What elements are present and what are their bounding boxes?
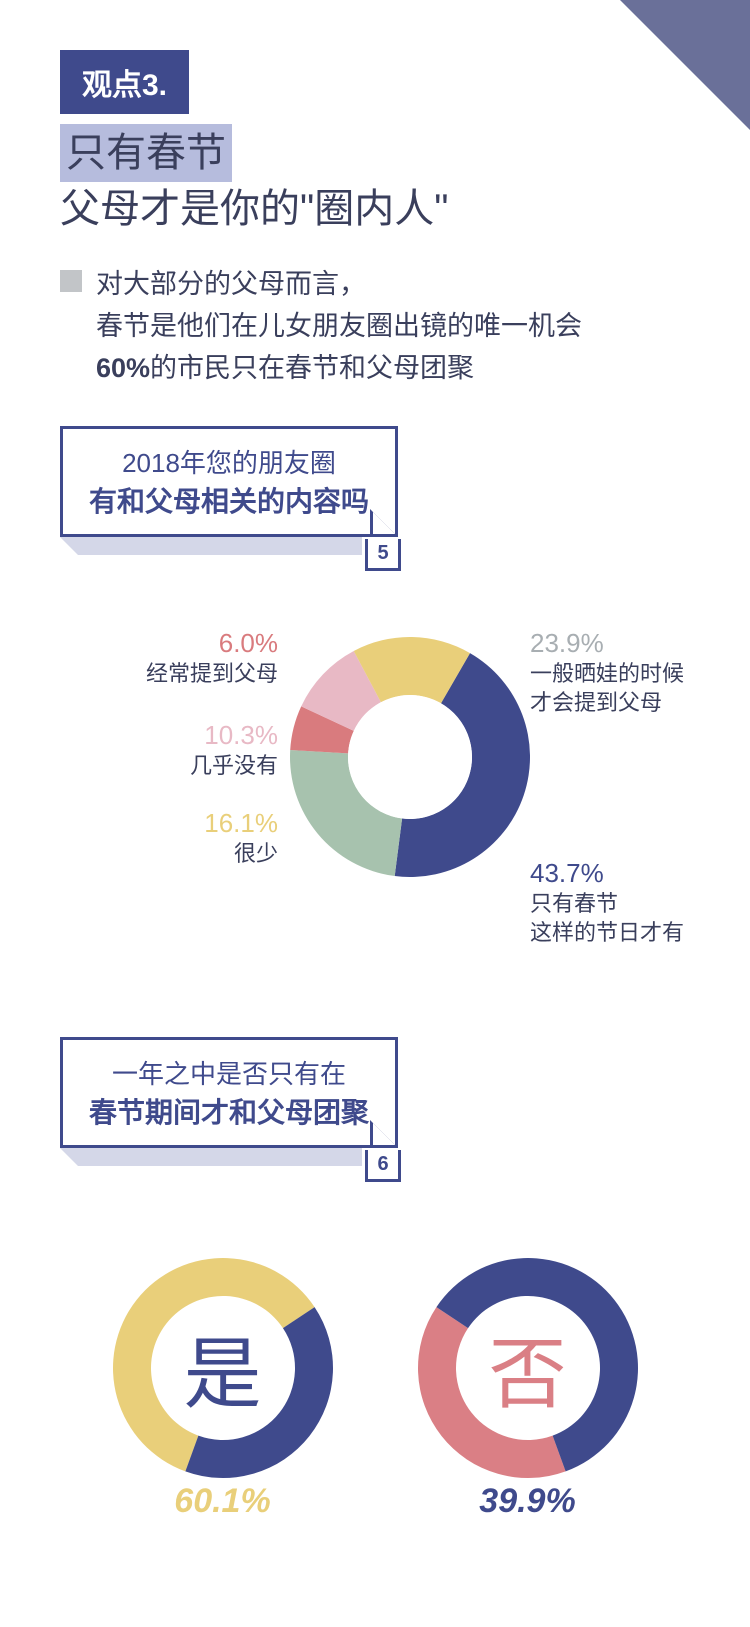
q1-line1: 2018年您的朋友圈 xyxy=(89,443,369,480)
intro-bold-pct: 60% xyxy=(96,353,150,383)
question-box-2: 一年之中是否只有在 春节期间才和父母团聚 6 xyxy=(60,1037,398,1148)
donut-yes-center: 是 xyxy=(93,1248,353,1488)
question-shadow xyxy=(60,537,362,555)
q1-number: 5 xyxy=(365,539,401,571)
q2-line1: 一年之中是否只有在 xyxy=(89,1054,369,1091)
fold-corner-icon xyxy=(370,509,398,537)
intro-line3-rest: 的市民只在春节和父母团聚 xyxy=(150,353,474,383)
donut-pair: 是 60.1% 否 39.9% xyxy=(60,1248,690,1548)
headline-line2: 父母才是你的"圈内人" xyxy=(60,182,690,236)
donut-no: 否 39.9% xyxy=(398,1248,658,1548)
question-shadow xyxy=(60,1148,362,1166)
q2-number: 6 xyxy=(365,1150,401,1182)
donut1-svg xyxy=(290,637,530,877)
donut-yes: 是 60.1% xyxy=(93,1248,353,1548)
intro-line3: 60%的市民只在春节和父母团聚 xyxy=(96,348,582,390)
intro-block: 对大部分的父母而言， 春节是他们在儿女朋友圈出镜的唯一机会 60%的市民只在春节… xyxy=(60,264,690,390)
donut1-label-often: 6.0%经常提到父母 xyxy=(108,627,278,689)
headline-line1: 只有春节 xyxy=(60,124,232,182)
donut1-label-almost_none: 10.3%几乎没有 xyxy=(138,719,278,781)
intro-bullet xyxy=(60,270,82,292)
donut-no-center: 否 xyxy=(398,1248,658,1488)
fold-corner-icon xyxy=(370,1120,398,1148)
intro-line2: 春节是他们在儿女朋友圈出镜的唯一机会 xyxy=(96,306,582,348)
intro-line1: 对大部分的父母而言， xyxy=(96,264,582,306)
donut1-label-only_festival: 43.7%只有春节这样的节日才有 xyxy=(530,857,684,948)
corner-decoration xyxy=(620,0,750,130)
question-box-1: 2018年您的朋友圈 有和父母相关的内容吗 5 xyxy=(60,426,398,537)
q2-line2: 春节期间才和父母团聚 xyxy=(89,1091,369,1131)
section-tag: 观点3. xyxy=(60,50,189,114)
donut1-label-rarely: 16.1%很少 xyxy=(158,807,278,869)
donut1-label-when_show_kids: 23.9%一般晒娃的时候才会提到父母 xyxy=(530,627,684,718)
q1-line2: 有和父母相关的内容吗 xyxy=(89,480,369,520)
donut-chart-1: 43.7%只有春节这样的节日才有 23.9%一般晒娃的时候才会提到父母 6.0%经常… xyxy=(60,627,690,967)
